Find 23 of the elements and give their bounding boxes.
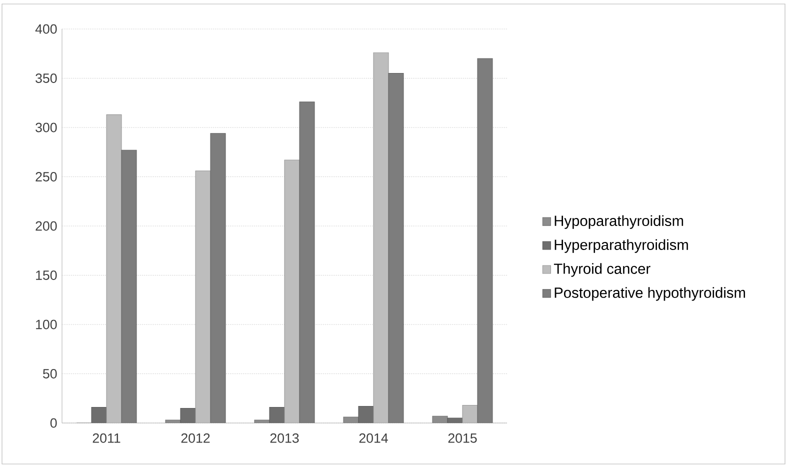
- legend-label: Hypoparathyroidism: [554, 215, 684, 229]
- bar: [210, 133, 226, 423]
- y-tick-label: 400: [35, 24, 57, 34]
- y-tick-label: 200: [36, 221, 57, 231]
- y-tick-label: 350: [36, 74, 57, 83]
- bar: [388, 73, 404, 423]
- y-tick-label: 100: [36, 320, 57, 330]
- y-tick-label: 150: [36, 270, 57, 280]
- legend-label: Thyroid cancer: [554, 263, 650, 277]
- bar: [121, 150, 137, 423]
- y-tick-label: 50: [43, 369, 57, 378]
- legend-label: Postoperative hypothyroidism: [554, 287, 746, 301]
- x-tick-label: 2011: [92, 433, 120, 443]
- bar: [299, 102, 315, 423]
- x-tick-label: 2013: [270, 433, 299, 443]
- x-tick-label: 2014: [359, 433, 388, 443]
- y-tick-label: 300: [36, 122, 57, 132]
- y-tick-label: 250: [36, 172, 57, 182]
- x-tick-label: 2012: [181, 433, 210, 443]
- y-tick-label: 0: [50, 418, 57, 428]
- x-tick-label: 2015: [448, 433, 477, 443]
- legend-label: Hyperparathyroidism: [554, 239, 688, 253]
- bar: [477, 58, 493, 423]
